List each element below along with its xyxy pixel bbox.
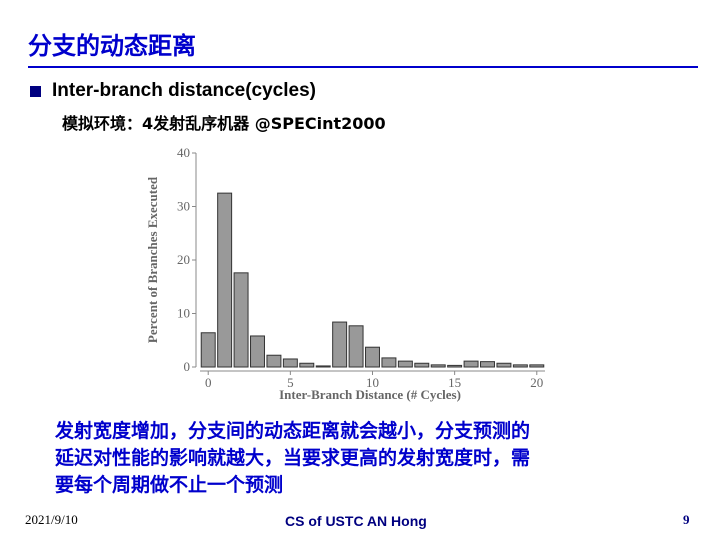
bar xyxy=(217,192,233,368)
y-tick-label: 10 xyxy=(177,306,190,321)
x-tick-label: 5 xyxy=(287,375,294,390)
body-line: 发射宽度增加，分支间的动态距离就会越小，分支预测的 xyxy=(55,420,531,442)
bar xyxy=(200,332,216,368)
y-tick-label: 40 xyxy=(177,145,190,160)
bar xyxy=(365,346,380,368)
bar xyxy=(496,362,512,368)
bar xyxy=(348,325,364,368)
body: 发射宽度增加，分支间的动态距离就会越小，分支预测的 延迟对性能的影响就越大，当要… xyxy=(55,418,530,499)
y-axis-label: Percent of Branches Executed xyxy=(145,176,160,343)
x-tick-label: 20 xyxy=(530,375,543,390)
body-line: 延迟对性能的影响就越大，当要求更高的发射宽度时，需 xyxy=(55,447,531,469)
bar xyxy=(266,354,282,368)
footer-page: 9 xyxy=(683,512,690,527)
x-axis-label: Inter-Branch Distance (# Cycles) xyxy=(279,387,461,402)
bar xyxy=(233,272,249,368)
bar xyxy=(414,362,430,368)
title: 分支的动态距离 xyxy=(28,32,196,60)
bar xyxy=(397,360,413,368)
bullet-icon xyxy=(30,86,41,97)
y-tick-label: 30 xyxy=(177,199,190,214)
footer-date: 2021/9/10 xyxy=(25,512,78,527)
bar xyxy=(430,364,446,368)
bar xyxy=(315,365,331,368)
bar xyxy=(512,364,528,368)
bar xyxy=(529,364,545,368)
bullet: Inter-branch distance(cycles) xyxy=(52,80,316,101)
bar xyxy=(332,321,348,368)
bar xyxy=(447,364,463,368)
bar xyxy=(480,361,495,368)
y-tick-label: 20 xyxy=(177,252,190,267)
bar xyxy=(250,335,265,368)
bar xyxy=(282,358,298,368)
chart: Percent of Branches Executed Inter-Branc… xyxy=(145,145,545,402)
x-tick-label: 10 xyxy=(366,375,379,390)
bar xyxy=(381,357,397,368)
sub-bullet: 模拟环境：4发射乱序机器 @SPECint2000 xyxy=(62,114,386,133)
x-tick-label: 15 xyxy=(448,375,461,390)
x-tick-label: 0 xyxy=(205,375,212,390)
title-rule xyxy=(28,66,698,68)
bar xyxy=(463,360,479,368)
body-line: 要每个周期做不止一个预测 xyxy=(55,474,284,496)
y-tick-label: 0 xyxy=(184,359,191,374)
bar xyxy=(299,362,315,368)
footer-center: CS of USTC AN Hong xyxy=(285,513,427,529)
